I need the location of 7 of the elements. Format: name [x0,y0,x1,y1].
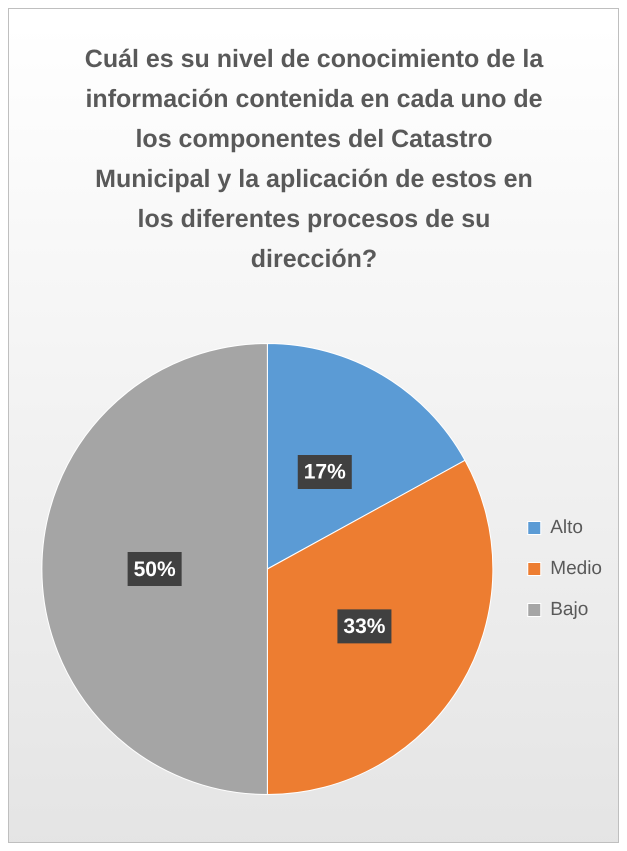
chart-title: Cuál es su nivel de conocimiento de la información contenida en cada uno de los componentes del Catastro Municipal y la aplicación de estos en los diferentes procesos de su dirección? [84,44,544,275]
legend-label: Medio [550,558,602,580]
data-label: 33% [343,615,386,638]
data-label: 50% [134,558,176,581]
legend-label: Bajo [550,599,588,620]
data-label: 17% [304,460,346,484]
legend-label: Alto [550,517,583,538]
